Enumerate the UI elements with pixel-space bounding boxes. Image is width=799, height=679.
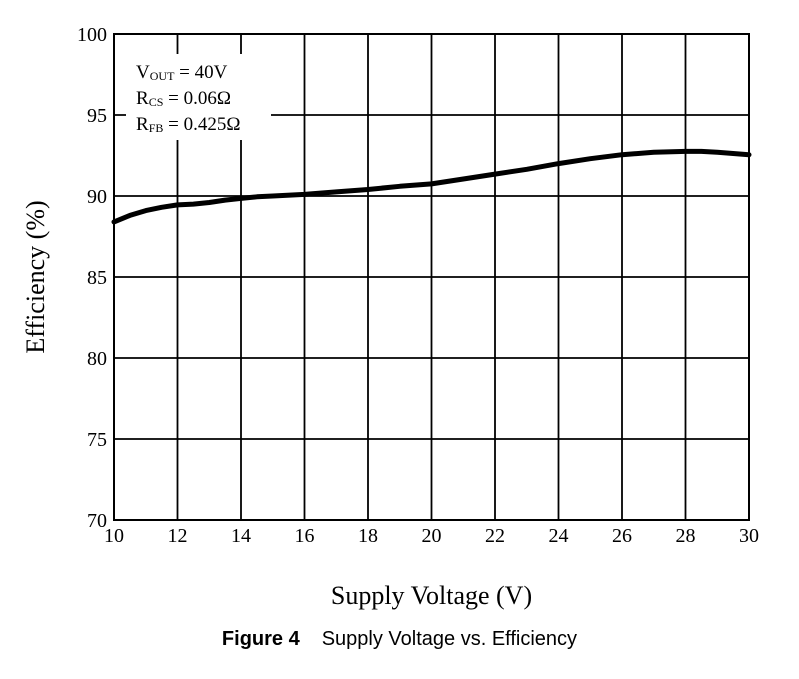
- x-axis-title: Supply Voltage (V): [331, 581, 532, 610]
- figure-caption-text: Supply Voltage vs. Efficiency: [321, 628, 578, 650]
- x-tick-label: 22: [485, 525, 505, 547]
- y-tick-label: 80: [87, 348, 107, 370]
- x-tick-label: 18: [358, 525, 378, 547]
- legend-entry: RCS = 0.06Ω: [136, 88, 231, 109]
- x-tick-label: 12: [168, 525, 188, 547]
- x-tick-label: 30: [739, 525, 759, 547]
- y-tick-labels: 70 75 80 85 90 95 100: [77, 24, 107, 532]
- grid-lines: [114, 34, 749, 520]
- y-tick-label: 70: [87, 510, 107, 532]
- y-tick-label: 95: [87, 105, 107, 127]
- x-tick-label: 14: [231, 525, 251, 547]
- plot-frame: [113, 33, 750, 521]
- x-tick-labels: 10 12 14 16 18 20 22 24 26 28 30: [104, 525, 759, 547]
- x-tick-label: 24: [549, 525, 569, 547]
- figure-number: Figure 4: [221, 628, 300, 650]
- x-tick-label: 26: [612, 525, 632, 547]
- figure-caption: Figure 4 Supply Voltage vs. Efficiency: [0, 628, 799, 651]
- x-tick-label: 28: [676, 525, 696, 547]
- efficiency-chart: 10 12 14 16 18 20 22 24 26 28 30 70 75 80 85 90 95 100 V…: [21, 24, 759, 610]
- x-tick-label: 20: [422, 525, 442, 547]
- legend-entry: RFB = 0.425Ω: [136, 114, 240, 135]
- parameter-legend-box: VOUT = 40V RCS = 0.06Ω RFB = 0.425Ω: [126, 54, 271, 140]
- legend-background: [126, 54, 271, 140]
- legend-entry: VOUT = 40V: [136, 62, 228, 83]
- y-tick-label: 100: [77, 24, 107, 46]
- x-tick-label: 10: [104, 525, 124, 547]
- y-tick-label: 85: [87, 267, 107, 289]
- y-axis-title: Efficiency (%): [21, 200, 50, 353]
- efficiency-curve: [111, 148, 752, 225]
- y-tick-label: 90: [87, 186, 107, 208]
- x-tick-label: 16: [295, 525, 315, 547]
- y-tick-label: 75: [87, 429, 107, 451]
